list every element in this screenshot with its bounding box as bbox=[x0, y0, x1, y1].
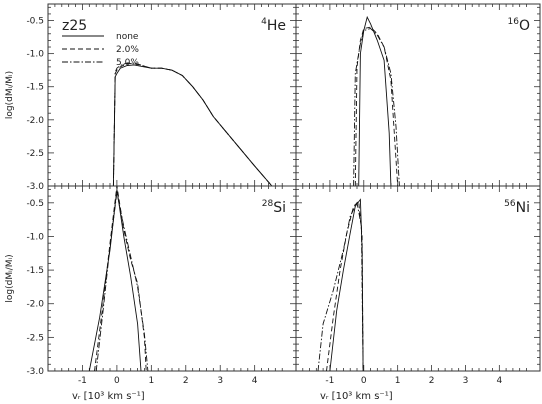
series-line-none bbox=[88, 189, 142, 372]
x-tick-label: 0 bbox=[361, 376, 367, 386]
series-line-50 bbox=[112, 62, 273, 187]
y-tick-label: -1.0 bbox=[26, 50, 44, 60]
element-mass: 28 bbox=[262, 199, 274, 209]
panel-frame bbox=[47, 185, 297, 372]
y-tick-label: -0.5 bbox=[26, 199, 44, 209]
element-mass: 56 bbox=[504, 199, 516, 209]
x-tick-label: 3 bbox=[217, 376, 223, 386]
element-symbol: O bbox=[519, 18, 530, 34]
x-tick-label: 2 bbox=[429, 376, 435, 386]
y-tick-label: -1.0 bbox=[26, 232, 44, 242]
legend-label: none bbox=[116, 32, 139, 42]
series-line-none bbox=[329, 198, 364, 372]
element-mass: 4 bbox=[261, 17, 267, 27]
series-line-none bbox=[112, 64, 273, 187]
x-axis-title: vᵣ [10³ km s⁻¹] bbox=[72, 391, 145, 402]
x-tick-label: 2 bbox=[183, 376, 189, 386]
series-line-20 bbox=[354, 26, 399, 187]
y-tick-label: -2.0 bbox=[26, 300, 44, 310]
element-mass: 16 bbox=[508, 17, 520, 27]
element-symbol: Ni bbox=[516, 200, 530, 216]
panel-frame bbox=[295, 3, 541, 187]
y-tick-label: -1.5 bbox=[26, 266, 44, 276]
y-tick-label: -3.0 bbox=[26, 367, 44, 377]
x-tick-label: 0 bbox=[114, 376, 120, 386]
x-tick-label: 3 bbox=[463, 376, 469, 386]
series-line-50 bbox=[353, 27, 400, 187]
model-label: z25 bbox=[62, 18, 87, 34]
legend-label: 2.0% bbox=[116, 45, 139, 55]
panel-top-left: -0.5 -1.0 -1.5 -2.0 -2.5 -3.0 4He z25 none 2.0% 5.… bbox=[5, 3, 297, 192]
element-label: 4He bbox=[261, 17, 286, 34]
x-tick-label: -1 bbox=[78, 376, 87, 386]
x-tick-label: 4 bbox=[252, 376, 258, 386]
element-label: 16O bbox=[508, 17, 530, 34]
element-label: 28Si bbox=[262, 199, 286, 216]
y-tick-label: -1.5 bbox=[26, 83, 44, 93]
x-tick-label: 1 bbox=[148, 376, 154, 386]
element-symbol: Si bbox=[273, 200, 286, 216]
x-tick-label: -1 bbox=[325, 376, 334, 386]
series-line-20 bbox=[94, 185, 147, 372]
x-tick-label: 4 bbox=[496, 376, 502, 386]
legend-label: 5.0% bbox=[116, 58, 139, 68]
panel-bottom-left: -1 0 1 2 3 4 -0.5 -1.0 -1.5 -2.0 -2.5 -3.0 28Si log(d… bbox=[5, 185, 297, 402]
series-line-50 bbox=[317, 201, 364, 372]
y-tick-label: -2.5 bbox=[26, 333, 44, 343]
panel-bottom-right: -1 0 1 2 3 4 56Ni vᵣ [10³ km s⁻¹] bbox=[295, 185, 541, 402]
y-tick-label: -3.0 bbox=[26, 182, 44, 192]
x-tick-label: 1 bbox=[395, 376, 401, 386]
series-line-none bbox=[358, 15, 392, 187]
y-tick-label: -2.5 bbox=[26, 149, 44, 159]
x-axis-title: vᵣ [10³ km s⁻¹] bbox=[320, 391, 393, 402]
y-axis-title: log(dMᵢ/Mᵢ) bbox=[5, 71, 15, 119]
series-line-20 bbox=[112, 63, 273, 187]
y-axis-title: log(dMᵢ/Mᵢ) bbox=[5, 254, 15, 302]
y-tick-label: -0.5 bbox=[26, 17, 44, 27]
element-symbol: He bbox=[267, 18, 286, 34]
element-label: 56Ni bbox=[504, 199, 530, 216]
panel-top-right: 16O bbox=[295, 3, 541, 187]
series-line-50 bbox=[95, 192, 149, 372]
y-tick-label: -2.0 bbox=[26, 116, 44, 126]
series-line-20 bbox=[326, 200, 364, 372]
